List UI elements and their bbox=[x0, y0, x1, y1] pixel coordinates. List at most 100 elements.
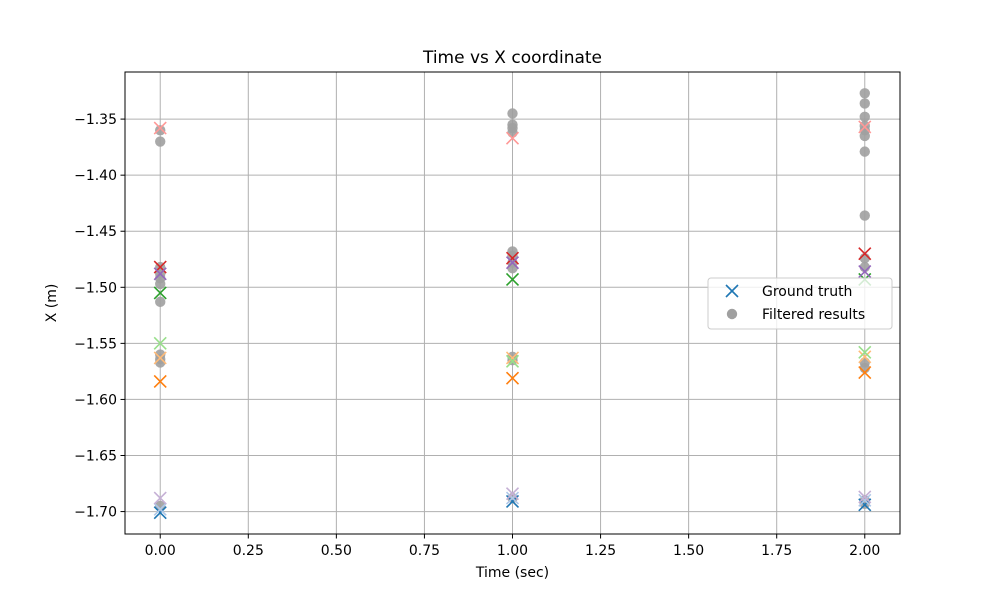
ground-truth-point bbox=[858, 493, 872, 507]
y-tick-label: −1.45 bbox=[74, 224, 117, 240]
ground-truth-point-stroke bbox=[505, 351, 520, 365]
ground-truth-point-stroke bbox=[858, 120, 872, 134]
ground-truth-point-stroke bbox=[153, 491, 167, 505]
y-tick-label: −1.65 bbox=[74, 449, 117, 465]
ground-truth-point bbox=[858, 345, 872, 359]
ground-truth-point-stroke bbox=[858, 493, 872, 507]
ground-truth-point bbox=[505, 131, 520, 145]
filtered-point bbox=[859, 210, 870, 221]
filtered-point bbox=[859, 130, 870, 142]
y-axis-label: X (m) bbox=[44, 284, 60, 323]
ground-truth-point bbox=[505, 351, 520, 365]
ground-truth-point-stroke bbox=[505, 491, 520, 505]
y-tick-label: −1.50 bbox=[74, 280, 117, 296]
legend-label-ground-truth: Ground truth bbox=[762, 284, 852, 300]
x-tick-label: 0.50 bbox=[321, 543, 352, 559]
ground-truth-point-stroke bbox=[153, 267, 167, 281]
ground-truth-point bbox=[858, 247, 872, 261]
chart-title: Time vs X coordinate bbox=[422, 48, 602, 68]
legend-x-marker-stroke bbox=[725, 284, 739, 298]
ground-truth-point bbox=[505, 371, 520, 385]
ground-truth-point-stroke bbox=[505, 251, 520, 265]
filtered-point bbox=[507, 127, 518, 138]
ground-truth-point-stroke bbox=[858, 345, 872, 359]
ground-truth-point bbox=[153, 351, 167, 365]
legend-label-filtered: Filtered results bbox=[762, 307, 865, 323]
filtered-point bbox=[155, 296, 166, 308]
x-tick-label: 0.00 bbox=[145, 543, 176, 559]
ground-truth-point bbox=[858, 120, 872, 134]
ground-truth-point bbox=[505, 272, 520, 287]
ground-truth-point-stroke bbox=[858, 247, 872, 261]
ground-truth-point-stroke bbox=[858, 350, 872, 364]
x-axis-label: Time (sec) bbox=[475, 565, 549, 581]
x-tick-label: 1.25 bbox=[585, 543, 616, 559]
legend-marker-filtered bbox=[726, 308, 738, 320]
ground-truth-point bbox=[153, 286, 167, 300]
legend: Ground truth Filtered results bbox=[707, 277, 893, 330]
filtered-point bbox=[507, 108, 518, 119]
ground-truth-point bbox=[858, 365, 872, 380]
filtered-point bbox=[155, 500, 166, 512]
ground-truth-point-stroke bbox=[153, 260, 167, 274]
y-tick-label: −1.55 bbox=[74, 336, 117, 352]
ground-truth-point bbox=[858, 265, 872, 279]
ground-truth-point-stroke bbox=[153, 336, 167, 350]
y-tick-label: −1.35 bbox=[74, 112, 117, 128]
x-tick-label: 2.00 bbox=[849, 543, 880, 559]
ground-truth-point-stroke bbox=[153, 502, 167, 516]
filtered-point bbox=[859, 98, 870, 109]
legend-box bbox=[707, 277, 893, 330]
ground-truth-point-stroke bbox=[505, 354, 520, 368]
ground-truth-point bbox=[505, 487, 520, 501]
ground-truth-points bbox=[153, 120, 872, 520]
ground-truth-point bbox=[153, 491, 167, 505]
ground-truth-point-stroke bbox=[505, 131, 520, 145]
ground-truth-point-stroke bbox=[858, 365, 872, 380]
ground-truth-point-stroke bbox=[505, 371, 520, 385]
ground-truth-point bbox=[505, 491, 520, 505]
ground-truth-point bbox=[153, 267, 167, 281]
x-tick-label: 0.75 bbox=[409, 543, 440, 559]
y-tick-label: −1.40 bbox=[74, 168, 117, 184]
filtered-point bbox=[859, 88, 870, 99]
ground-truth-point bbox=[153, 260, 167, 274]
ground-truth-point bbox=[153, 121, 167, 135]
filtered-point bbox=[859, 111, 870, 123]
y-axis-ticks: −1.70 −1.65 −1.60 −1.55 −1.50 −1.45 −1.40 −1.35 bbox=[74, 112, 125, 521]
legend-marker-ground-truth bbox=[725, 284, 739, 298]
x-tick-label: 1.75 bbox=[761, 543, 792, 559]
ground-truth-point bbox=[153, 502, 167, 516]
filtered-point bbox=[507, 263, 518, 274]
ground-truth-point bbox=[153, 374, 167, 389]
ground-truth-point-stroke bbox=[153, 351, 167, 365]
ground-truth-point bbox=[153, 506, 167, 520]
x-axis-ticks: 0.00 0.25 0.50 0.75 1.00 1.25 1.50 1.75 2.00 bbox=[145, 534, 880, 559]
ground-truth-point-stroke bbox=[153, 374, 167, 389]
x-tick-label: 1.00 bbox=[497, 543, 528, 559]
ground-truth-point-stroke bbox=[153, 121, 167, 135]
filtered-point bbox=[155, 125, 166, 136]
ground-truth-point-stroke bbox=[858, 265, 872, 279]
filtered-point bbox=[155, 136, 166, 147]
ground-truth-point-stroke bbox=[153, 506, 167, 520]
y-tick-label: −1.60 bbox=[74, 392, 117, 408]
ground-truth-point-stroke bbox=[505, 487, 520, 501]
ground-truth-point-stroke bbox=[153, 286, 167, 300]
legend-x-marker bbox=[725, 284, 739, 298]
ground-truth-point bbox=[858, 490, 872, 504]
x-tick-label: 1.50 bbox=[673, 543, 704, 559]
ground-truth-point-stroke bbox=[858, 490, 872, 504]
ground-truth-point bbox=[505, 251, 520, 265]
ground-truth-point-stroke bbox=[505, 256, 520, 270]
ground-truth-point bbox=[858, 350, 872, 364]
y-tick-label: −1.70 bbox=[74, 505, 117, 521]
x-tick-label: 0.25 bbox=[233, 543, 264, 559]
ground-truth-point bbox=[505, 354, 520, 368]
ground-truth-point-stroke bbox=[505, 272, 520, 287]
ground-truth-point bbox=[153, 336, 167, 350]
ground-truth-point bbox=[505, 256, 520, 270]
filtered-point bbox=[859, 146, 870, 157]
